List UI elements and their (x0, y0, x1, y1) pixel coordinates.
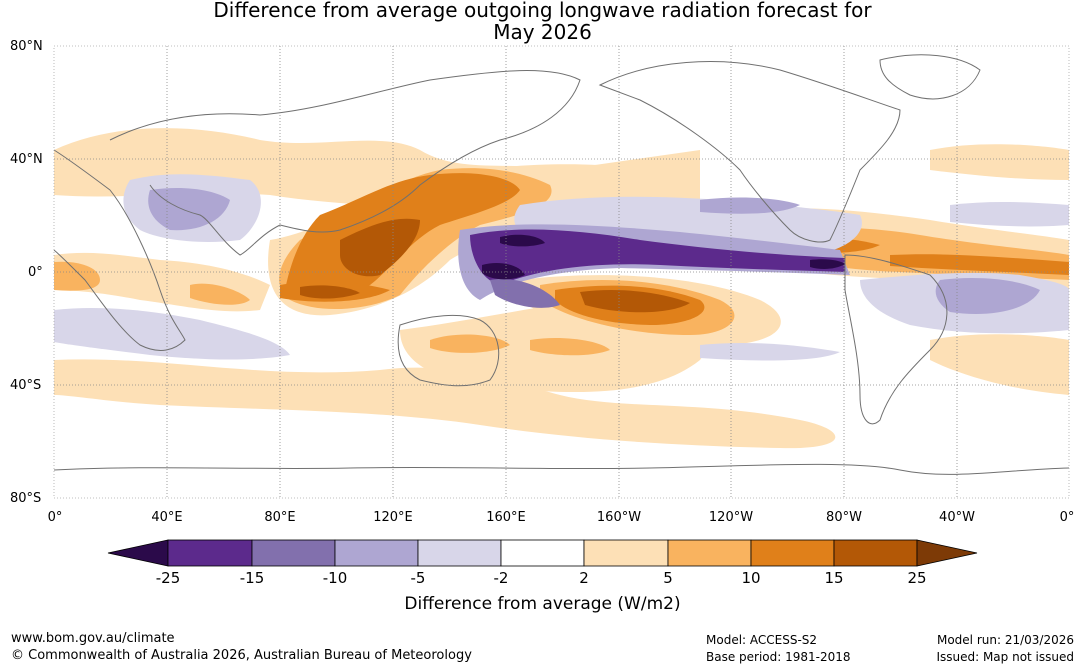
coast-eurasia (109, 70, 581, 256)
lon-label-160w: 160°W (596, 510, 642, 525)
lon-label-0: 0° (47, 510, 63, 525)
lon-label-160e: 160°E (486, 510, 526, 525)
negative-dark-equatorial-pacific (470, 229, 845, 285)
colorbar-tick: 25 (907, 569, 927, 587)
lat-label-40s: 40°S (10, 378, 42, 393)
lon-label-80e: 80°E (264, 510, 296, 525)
lat-label-80n: 80°N (10, 39, 43, 54)
coast-greenland (879, 54, 981, 100)
negative-mid-north-pacific (700, 197, 800, 214)
positive-max-south-china (340, 218, 420, 277)
negative-light-north-atlantic (950, 201, 1069, 227)
colorbar-tick: 5 (663, 569, 673, 587)
footer-model-run: Model run: 21/03/2026 (936, 633, 1074, 647)
colorbar-seg-7 (667, 539, 752, 567)
negative-light-pacific-south (700, 342, 840, 361)
colorbar-seg-1 (167, 539, 253, 567)
positive-band-north-east (930, 144, 1069, 180)
negative-mid-equatorial (490, 279, 560, 308)
gridlines (54, 46, 1069, 498)
footer-copyright: © Commonwealth of Australia 2026, Austra… (11, 648, 472, 663)
lat-label-eq: 0° (28, 265, 43, 280)
lon-label-40e: 40°E (151, 510, 183, 525)
lon-label-0-east: 0° (1059, 510, 1075, 525)
colorbar-seg-0 (107, 539, 169, 567)
colorbar-seg-3 (334, 539, 419, 567)
colorbar-seg-9 (833, 539, 918, 567)
colorbar-seg-8 (750, 539, 835, 567)
map-title-line-1: Difference from average outgoing longwav… (213, 0, 872, 22)
positive-mid-africa (54, 261, 100, 291)
colorbar-title: Difference from average (W/m2) (404, 594, 681, 614)
footer-url: www.bom.gov.au/climate (11, 631, 175, 646)
coast-antarctica (53, 463, 1070, 475)
positive-max-south-pacific (580, 290, 690, 313)
positive-band-southern-ocean (54, 359, 836, 449)
colorbar-seg-10 (916, 539, 978, 567)
colorbar-tick: -5 (410, 569, 426, 587)
footer-issued: Issued: Map not issued (936, 650, 1074, 664)
colorbar-tick: -15 (239, 569, 265, 587)
positive-mid-indian (190, 283, 250, 305)
anomaly-shading (54, 128, 1069, 449)
coast-australia (397, 314, 500, 387)
colorbar-tick: 10 (741, 569, 761, 587)
footer-model: Model: ACCESS-S2 (706, 633, 818, 647)
negative-max-pacific-west (500, 234, 545, 247)
colorbar-tick: -10 (322, 569, 348, 587)
negative-mid-central-asia (148, 188, 230, 231)
positive-mid-australia (430, 334, 510, 353)
map-title-line-2: May 2026 (493, 20, 592, 44)
coast-africa (53, 149, 186, 351)
colorbar-tick: 2 (579, 569, 589, 587)
positive-max-sea (300, 285, 360, 299)
lon-label-120e: 120°E (373, 510, 413, 525)
colorbar-tick: -25 (155, 569, 181, 587)
lon-label-80w: 80°W (826, 510, 862, 525)
coastlines (53, 54, 1070, 475)
lon-label-40w: 40°W (939, 510, 975, 525)
colorbar (107, 539, 978, 567)
colorbar-seg-2 (251, 539, 336, 567)
colorbar-tick: 15 (824, 569, 844, 587)
negative-mid-south-america (935, 278, 1040, 314)
lat-label-80s: 80°S (10, 491, 42, 506)
negative-light-africa-south (54, 308, 290, 360)
colorbar-seg-6 (583, 539, 669, 567)
colorbar-tick: -2 (493, 569, 509, 587)
negative-max-pacific-core (482, 263, 525, 280)
colorbar-seg-5 (500, 539, 585, 567)
lon-label-120w: 120°W (708, 510, 754, 525)
positive-band-south-atlantic (930, 334, 1069, 395)
coast-north-america (598, 61, 901, 243)
positive-mid-south-pacific-small (530, 338, 610, 356)
footer-base-period: Base period: 1981-2018 (706, 650, 851, 664)
lat-label-40n: 40°N (10, 152, 43, 167)
colorbar-seg-4 (417, 539, 502, 567)
negative-max-east-pacific (810, 259, 845, 269)
positive-strong-atlantic-east (890, 254, 1069, 275)
